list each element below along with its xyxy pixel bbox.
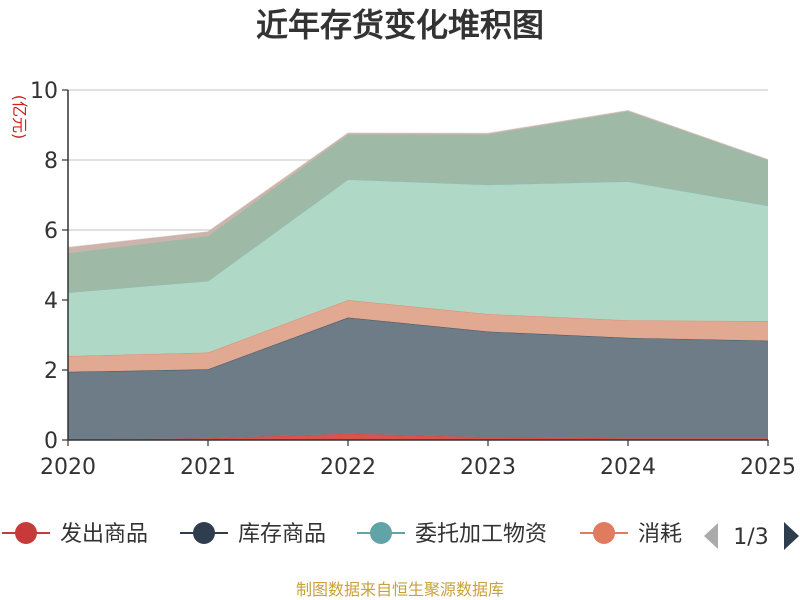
legend-label: 库存商品 <box>238 522 326 547</box>
y-tick-label: 4 <box>44 289 58 314</box>
pager-label: 1/3 <box>733 525 768 550</box>
area-series <box>68 111 768 293</box>
pager-next-icon[interactable] <box>784 522 799 550</box>
legend-label: 消耗 <box>638 522 682 547</box>
source-note: 制图数据来自恒生聚源数据库 <box>296 580 504 599</box>
legend-item[interactable]: 消耗 <box>580 522 682 547</box>
legend-marker <box>370 522 392 544</box>
x-tick-label: 2020 <box>40 455 96 480</box>
x-tick-label: 2024 <box>600 455 656 480</box>
x-tick-label: 2022 <box>320 455 376 480</box>
legend-label: 委托加工物资 <box>415 522 547 547</box>
legend-marker <box>15 522 37 544</box>
legend-marker <box>593 522 615 544</box>
legend-label: 发出商品 <box>60 522 148 547</box>
y-tick-label: 6 <box>44 219 58 244</box>
y-tick-label: 2 <box>44 359 58 384</box>
y-axis-unit-label: (亿元) <box>10 95 29 140</box>
x-tick-label: 2021 <box>180 455 236 480</box>
area-layer <box>67 109 769 441</box>
x-tick-label: 2025 <box>740 455 796 480</box>
legend-item[interactable]: 发出商品 <box>2 522 148 547</box>
x-tick-label: 2023 <box>460 455 516 480</box>
legend-marker <box>193 522 215 544</box>
pager-prev-icon[interactable] <box>704 523 718 549</box>
y-tick-label: 0 <box>44 429 58 454</box>
legend-pager: 1/3 <box>704 522 799 550</box>
legend-item[interactable]: 委托加工物资 <box>357 522 547 547</box>
y-tick-label: 10 <box>30 79 58 104</box>
axis-layer: 0 2 4 6 8 10 2020 2021 2022 2023 2024 2025 <box>30 79 796 480</box>
area-series <box>68 300 768 372</box>
chart-title: 近年存货变化堆积图 <box>256 6 544 44</box>
area-series <box>68 317 768 440</box>
area-series <box>68 179 768 356</box>
legend-item[interactable]: 库存商品 <box>180 522 326 547</box>
legend: 发出商品 库存商品 委托加工物资 消耗 1/3 <box>2 522 799 550</box>
y-tick-label: 8 <box>44 149 58 174</box>
series-line <box>67 109 769 249</box>
